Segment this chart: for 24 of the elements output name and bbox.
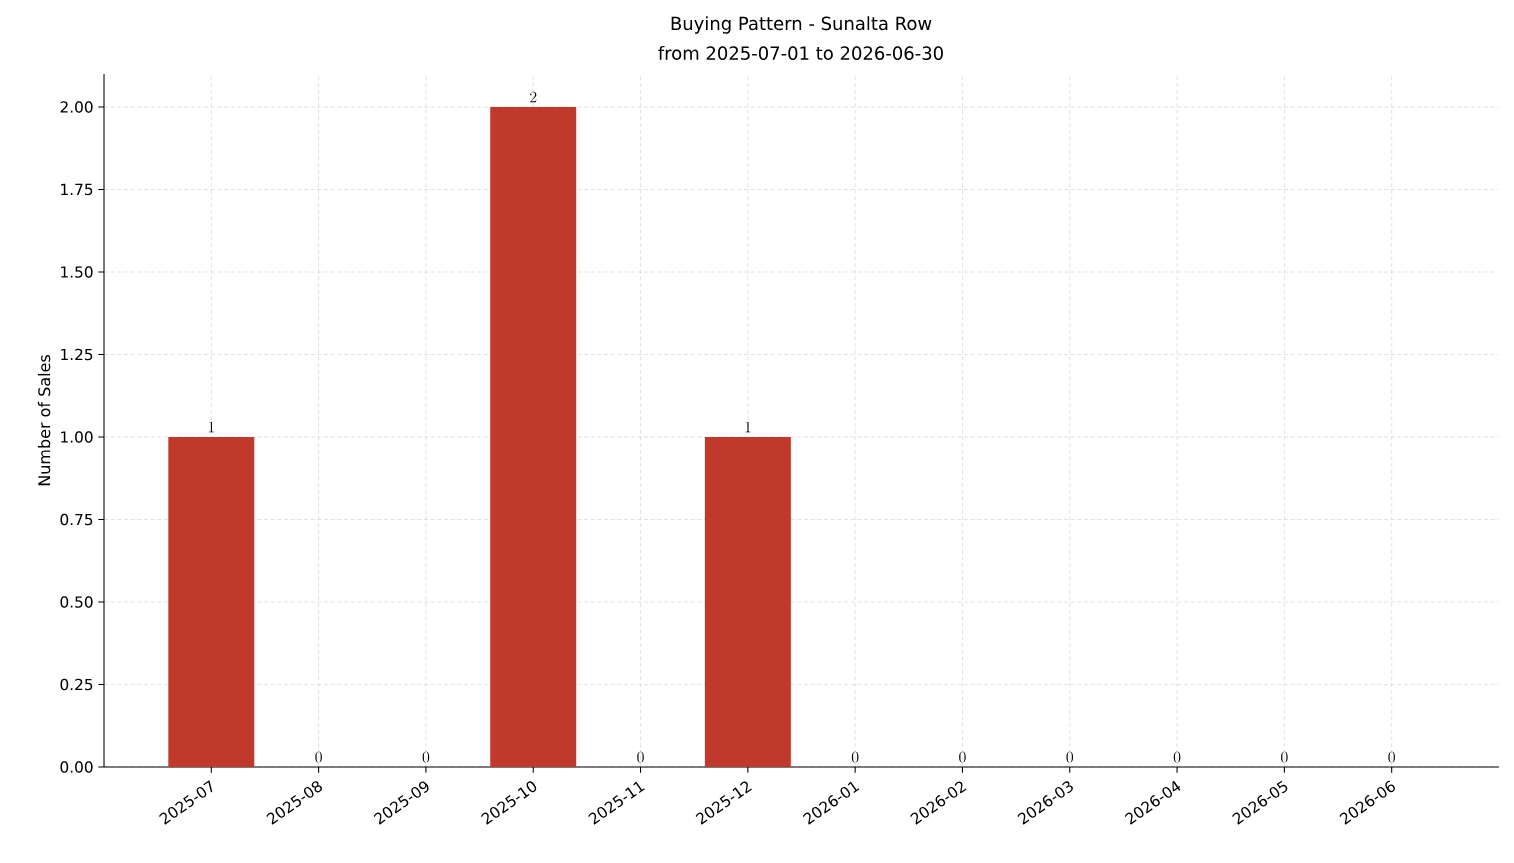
y-tick-label: 0.25: [60, 678, 93, 691]
y-tick-label: 2.00: [60, 101, 93, 113]
y-tick-label: 1.00: [61, 431, 93, 443]
data-label: 0: [1173, 751, 1181, 763]
y-tick-label: 0.75: [60, 513, 93, 526]
data-label: 0: [1066, 751, 1074, 763]
data-label: 0: [637, 751, 644, 763]
data-label: 0: [959, 751, 966, 763]
y-tick-label: 1.50: [61, 266, 93, 278]
data-label: 2: [530, 91, 537, 103]
data-label: 0: [422, 751, 430, 763]
y-tick-label: 1.25: [61, 348, 93, 361]
chart-subtitle: from 2025-07-01 to 2026-06-30: [658, 46, 943, 60]
data-label: 1: [745, 421, 751, 433]
chart-title: Buying Pattern - Sunalta Row: [671, 16, 932, 34]
y-tick-label: 0.50: [60, 596, 93, 608]
y-axis-title: Number of Sales: [37, 355, 51, 486]
data-label: 0: [1281, 751, 1288, 763]
y-tick-label: 0.00: [60, 761, 93, 773]
data-label: 1: [208, 421, 214, 433]
data-label: 0: [1388, 751, 1395, 763]
y-tick-label: 1.75: [61, 183, 93, 196]
data-label: 0: [851, 751, 859, 763]
data-label: 0: [315, 751, 322, 763]
